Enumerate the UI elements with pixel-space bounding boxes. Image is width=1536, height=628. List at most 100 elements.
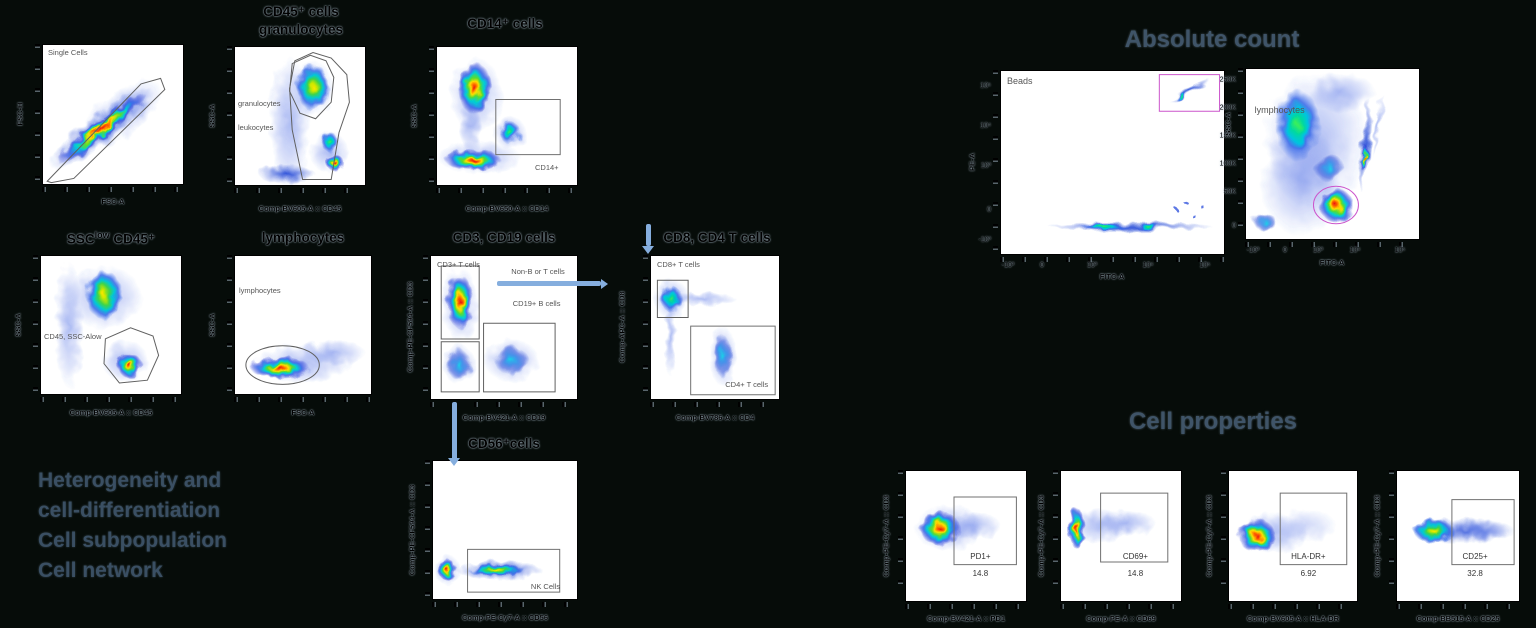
- gate-pd1: [954, 497, 1016, 565]
- section-title-absolute-count: Absolute count: [1124, 26, 1300, 53]
- plot-cd14: CD14+: [436, 46, 578, 186]
- x-axis-ticks: [1245, 242, 1420, 247]
- x-tick: -10³: [1001, 262, 1015, 269]
- x-tick: 0: [1283, 247, 1287, 254]
- x-axis-label: Comp-BV421-A :: CD19: [462, 413, 546, 422]
- plot-title-cd56: CD56⁺cells: [468, 436, 540, 451]
- gate-cd3-t-cells: [441, 266, 479, 339]
- note-line-2: cell-differentiation: [38, 499, 221, 522]
- gate-label-cd4: CD4+ T cells: [725, 380, 769, 390]
- gate-cd8-t-cells: [657, 280, 688, 317]
- gate-label-lymphocytes: lymphocytes: [239, 286, 281, 296]
- title-superscript: low: [94, 230, 110, 240]
- figure-note: Heterogeneity and cell-differentiation C…: [38, 466, 227, 586]
- plot-lymphocytes: lymphocytes: [234, 255, 372, 395]
- x-tick: 10⁵: [1199, 262, 1211, 269]
- y-axis-ticks: [1053, 470, 1058, 602]
- note-line-1: Heterogeneity and: [38, 469, 222, 492]
- density-plot-ssclow: [55, 261, 181, 389]
- x-axis-label: FSC-A: [291, 408, 315, 417]
- y-tick: -10³: [978, 236, 991, 244]
- y-tick: 10³: [980, 162, 991, 170]
- y-axis-ticks: [423, 255, 428, 400]
- gate-label-granulocytes: granulocytes: [238, 99, 281, 108]
- gate-label-abs-lymphocytes: lymphocytes: [1254, 104, 1305, 115]
- x-axis-label: FITC-A: [1319, 258, 1345, 267]
- plot-pd1: PD1+ 14.8: [905, 470, 1027, 602]
- x-axis-ticks: [234, 188, 366, 193]
- y-axis-label: Comp-APC-A :: CD8: [617, 291, 627, 363]
- gate-label-cd25: CD25+: [1462, 551, 1488, 561]
- density-plot-cd69: [1068, 471, 1181, 601]
- x-axis-ticks: [650, 402, 780, 407]
- y-tick: 100K: [1219, 160, 1236, 168]
- gate-cd4-t-cells: [691, 326, 775, 395]
- plot-single-cells: Single Cells: [42, 44, 184, 185]
- plot-title-cd45-line1: CD45⁺ cells: [263, 4, 339, 19]
- x-axis-label: FSC-A: [101, 197, 125, 206]
- x-tick: 10⁵: [1394, 247, 1406, 254]
- x-axis-label: Comp-BV605-A :: CD45: [258, 204, 342, 213]
- gate-cd45-ssclow: [104, 328, 159, 383]
- y-tick: 150K: [1219, 132, 1236, 140]
- gate-label-cd69: CD69+: [1122, 551, 1148, 561]
- y-axis-label: Comp-PE-CF594-A :: CD3: [407, 484, 417, 576]
- y-axis-ticks: [1221, 470, 1226, 602]
- y-axis-label: Comp-PE-Cy7-A :: CD3: [1372, 495, 1382, 577]
- arrow-head-right-icon: [601, 278, 608, 289]
- gate-label-cd8: CD8+ T cells: [657, 260, 700, 269]
- gate-nk-cells: [468, 549, 560, 592]
- density-plot-cd14: [437, 58, 577, 174]
- gate-label-cd19: CD19+ B cells: [512, 298, 561, 308]
- x-axis-label: FITC-A: [1099, 272, 1125, 281]
- x-tick: 10⁴: [1142, 262, 1154, 269]
- plot-title-lymphocytes: lymphocytes: [261, 230, 345, 245]
- density-plot-cd56: [434, 461, 577, 599]
- note-line-4: Cell network: [38, 559, 163, 582]
- gate-label-pd1: PD1+: [970, 551, 991, 561]
- y-tick: 200K: [1219, 104, 1236, 112]
- density-plot-single-cells: [43, 45, 183, 184]
- gate-label-leukocytes: leukocytes: [238, 123, 274, 132]
- arrow-nonbt-to-right: [497, 281, 601, 286]
- section-title-cell-properties: Cell properties: [1128, 408, 1298, 435]
- gate-label-cd3: CD3+ T cells: [437, 260, 480, 269]
- plot-cd25: CD25+ 32.8: [1396, 470, 1520, 602]
- y-axis-label: SSC-A: [409, 104, 419, 128]
- y-axis-label: SSC-A: [207, 104, 217, 128]
- density-plot-lymphocytes: [235, 340, 366, 394]
- gate-non-b-or-t-cells: [441, 342, 479, 392]
- x-axis-ticks: [40, 397, 182, 402]
- x-tick: 10⁴: [1349, 247, 1361, 254]
- y-tick: 50K: [1223, 188, 1236, 196]
- y-tick: 0: [987, 206, 991, 214]
- x-axis-label: Comp-PE-A :: CD69: [1086, 614, 1156, 623]
- x-axis-ticks: [436, 188, 578, 193]
- plot-title-ssclow: SSClow CD45⁺: [67, 230, 155, 248]
- x-tick: 10³: [1086, 262, 1098, 269]
- y-tick: 250K: [1219, 76, 1236, 84]
- y-axis-label: Comp-PE-Cy7-A :: CD3: [1036, 495, 1046, 577]
- x-axis-label: Comp-BB515-A :: CD25: [1416, 614, 1500, 623]
- x-tick: 0: [1040, 262, 1044, 269]
- gate-single-cells: [47, 78, 165, 182]
- plot-cd56: NK Cells: [432, 460, 578, 600]
- x-axis-label: Comp-PE-Cy7-A :: CD56: [462, 613, 548, 622]
- y-axis-ticks: [227, 46, 232, 186]
- y-axis-label: PE-A: [967, 153, 977, 171]
- density-plot-cd8-cd4: [653, 278, 779, 399]
- gate-granulocytes: [290, 55, 334, 118]
- plot-cd8-cd4: CD8+ T cells CD4+ T cells: [650, 255, 780, 400]
- y-axis-ticks: [35, 44, 40, 185]
- gate-cd69: [1101, 493, 1168, 562]
- gate-value-pd1: 14.8: [972, 568, 989, 578]
- plot-beads: Beads: [1000, 70, 1225, 255]
- plot-title-cd45-line2: granulocytes: [258, 22, 344, 37]
- x-axis-ticks: [905, 604, 1027, 609]
- x-axis-label: Comp-BV605-A :: CD45: [69, 408, 153, 417]
- density-plot-beads: [1047, 71, 1224, 231]
- arrow-head-down-icon: [448, 458, 460, 466]
- x-axis-ticks: [1228, 604, 1358, 609]
- gate-lymphocytes-ellipse: [246, 346, 319, 385]
